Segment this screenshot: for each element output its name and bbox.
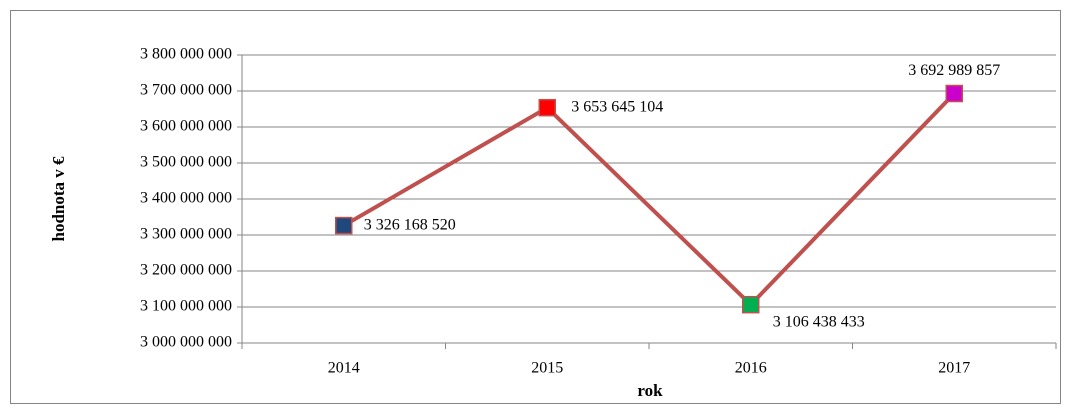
data-label: 3 653 645 104 [571, 98, 663, 115]
y-tick-label: 3 700 000 000 [140, 82, 232, 99]
y-tick-label: 3 300 000 000 [140, 226, 232, 243]
marker [945, 84, 963, 103]
y-tick-label: 3 400 000 000 [140, 190, 232, 207]
marker [538, 98, 556, 117]
x-axis-title: rok [637, 381, 663, 400]
x-tick-label: 2016 [735, 360, 767, 377]
line [342, 92, 956, 307]
x-tick-label: 2015 [531, 360, 563, 377]
marker [742, 295, 760, 314]
data-label: 3 106 438 433 [773, 313, 865, 330]
data-label: 3 326 168 520 [364, 216, 456, 233]
y-axis-title: hodnota v € [49, 156, 68, 242]
y-tick-label: 3 100 000 000 [140, 298, 232, 315]
y-tick-label: 3 500 000 000 [140, 154, 232, 171]
y-tick-label: 3 600 000 000 [140, 118, 232, 135]
data-label: 3 692 989 857 [908, 62, 1000, 79]
y-tick-label: 3 800 000 000 [140, 46, 232, 63]
chart-frame [10, 10, 1061, 404]
y-tick-label: 3 000 000 000 [140, 334, 232, 351]
x-tick-label: 2014 [328, 360, 360, 377]
marker [335, 216, 353, 235]
y-tick-label: 3 200 000 000 [140, 262, 232, 279]
x-tick-label: 2017 [938, 360, 970, 377]
